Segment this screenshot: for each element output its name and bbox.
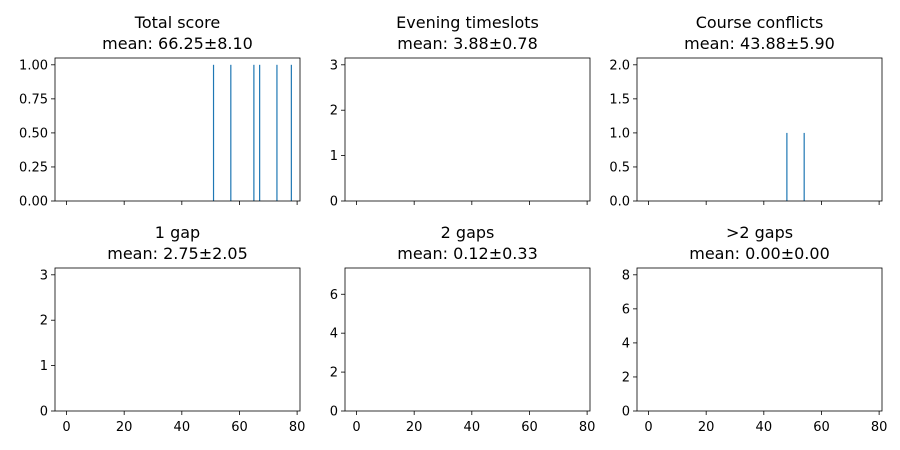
y-tick-label: 0.50 [19,126,48,141]
y-tick-label: 2.0 [609,58,630,73]
subplot-3: Course conflicts mean: 43.88±5.90 0.0 0.5 1.… [609,13,883,210]
axes-frame [54,57,301,202]
x-tick-label: 0 [352,420,360,435]
y-tick-label: 8 [622,268,630,283]
y-tick-label: 0.5 [609,160,630,175]
subplot-subtitle: mean: 43.88±5.90 [684,34,835,53]
x-tick-label: 60 [231,420,248,435]
subplot-subtitle: mean: 2.75±2.05 [107,244,248,263]
histogram-bar [803,132,805,201]
y-tick-label: 2 [330,104,338,119]
y-tick-label: 6 [622,302,630,317]
x-tick-label: 20 [406,420,423,435]
y-tick-label: 0.25 [19,160,48,175]
x-tick-label: 40 [464,420,481,435]
y-tick-label: 1.0 [609,126,630,141]
y-tick-label: 6 [330,288,338,303]
subplot-subtitle: mean: 3.88±0.78 [397,34,538,53]
x-tick-label: 0 [644,420,652,435]
y-tick-label: 3 [40,268,48,283]
axes-frame [636,267,883,412]
histogram-bar [259,64,261,201]
y-tick-label: 0.0 [609,195,630,210]
y-tick-label: 2 [622,370,630,385]
x-tick-label: 80 [579,420,596,435]
histogram-bar [290,64,292,201]
y-tick-label: 4 [330,327,338,342]
x-tick-label: 80 [871,420,888,435]
histogram-bar [276,64,278,201]
subplot-subtitle: mean: 66.25±8.10 [102,34,253,53]
subplot-subtitle: mean: 0.00±0.00 [689,244,830,263]
subplot-title: 2 gaps [441,223,495,242]
axes-frame [344,267,591,412]
y-tick-label: 0.75 [19,92,48,107]
y-tick-label: 2 [40,314,48,329]
y-tick-label: 1 [40,359,48,374]
x-tick-label: 80 [289,420,306,435]
subplot-subtitle: mean: 0.12±0.33 [397,244,538,263]
subplot-4: 1 gap mean: 2.75±2.05 0 1 2 3 0 20 40 60 80 [40,223,306,435]
subplot-title: Evening timeslots [396,13,539,32]
y-tick-label: 3 [330,58,338,73]
y-tick-label: 1.5 [609,92,630,107]
x-tick-label: 40 [756,420,773,435]
y-tick-label: 0.00 [19,195,48,210]
y-tick-label: 0 [330,405,338,420]
x-tick-label: 60 [521,420,538,435]
histogram-bar [253,64,255,201]
subplot-title: Total score [134,13,220,32]
y-tick-label: 1 [330,149,338,164]
y-tick-label: 0 [622,405,630,420]
axes-frame [344,57,591,202]
y-tick-label: 2 [330,366,338,381]
x-tick-label: 20 [116,420,133,435]
subplot-2: Evening timeslots mean: 3.88±0.78 0 1 2 3 [330,13,591,210]
subplot-title: >2 gaps [726,223,793,242]
subplot-title: Course conflicts [696,13,824,32]
x-tick-label: 20 [698,420,715,435]
x-tick-label: 60 [813,420,830,435]
histogram-bar [230,64,232,201]
subplot-title: 1 gap [155,223,200,242]
axes-frame [636,57,883,202]
x-tick-label: 40 [174,420,191,435]
histogram-bar [212,64,215,201]
axes-frame [54,267,301,412]
x-tick-label: 0 [62,420,70,435]
histogram-bar [786,132,788,201]
y-tick-label: 4 [622,336,630,351]
y-tick-label: 0 [330,195,338,210]
y-tick-label: 0 [40,405,48,420]
y-tick-label: 1.00 [19,58,48,73]
subplot-1: Total score mean: 66.25±8.10 0.00 0.25 0.50 0… [19,13,301,210]
